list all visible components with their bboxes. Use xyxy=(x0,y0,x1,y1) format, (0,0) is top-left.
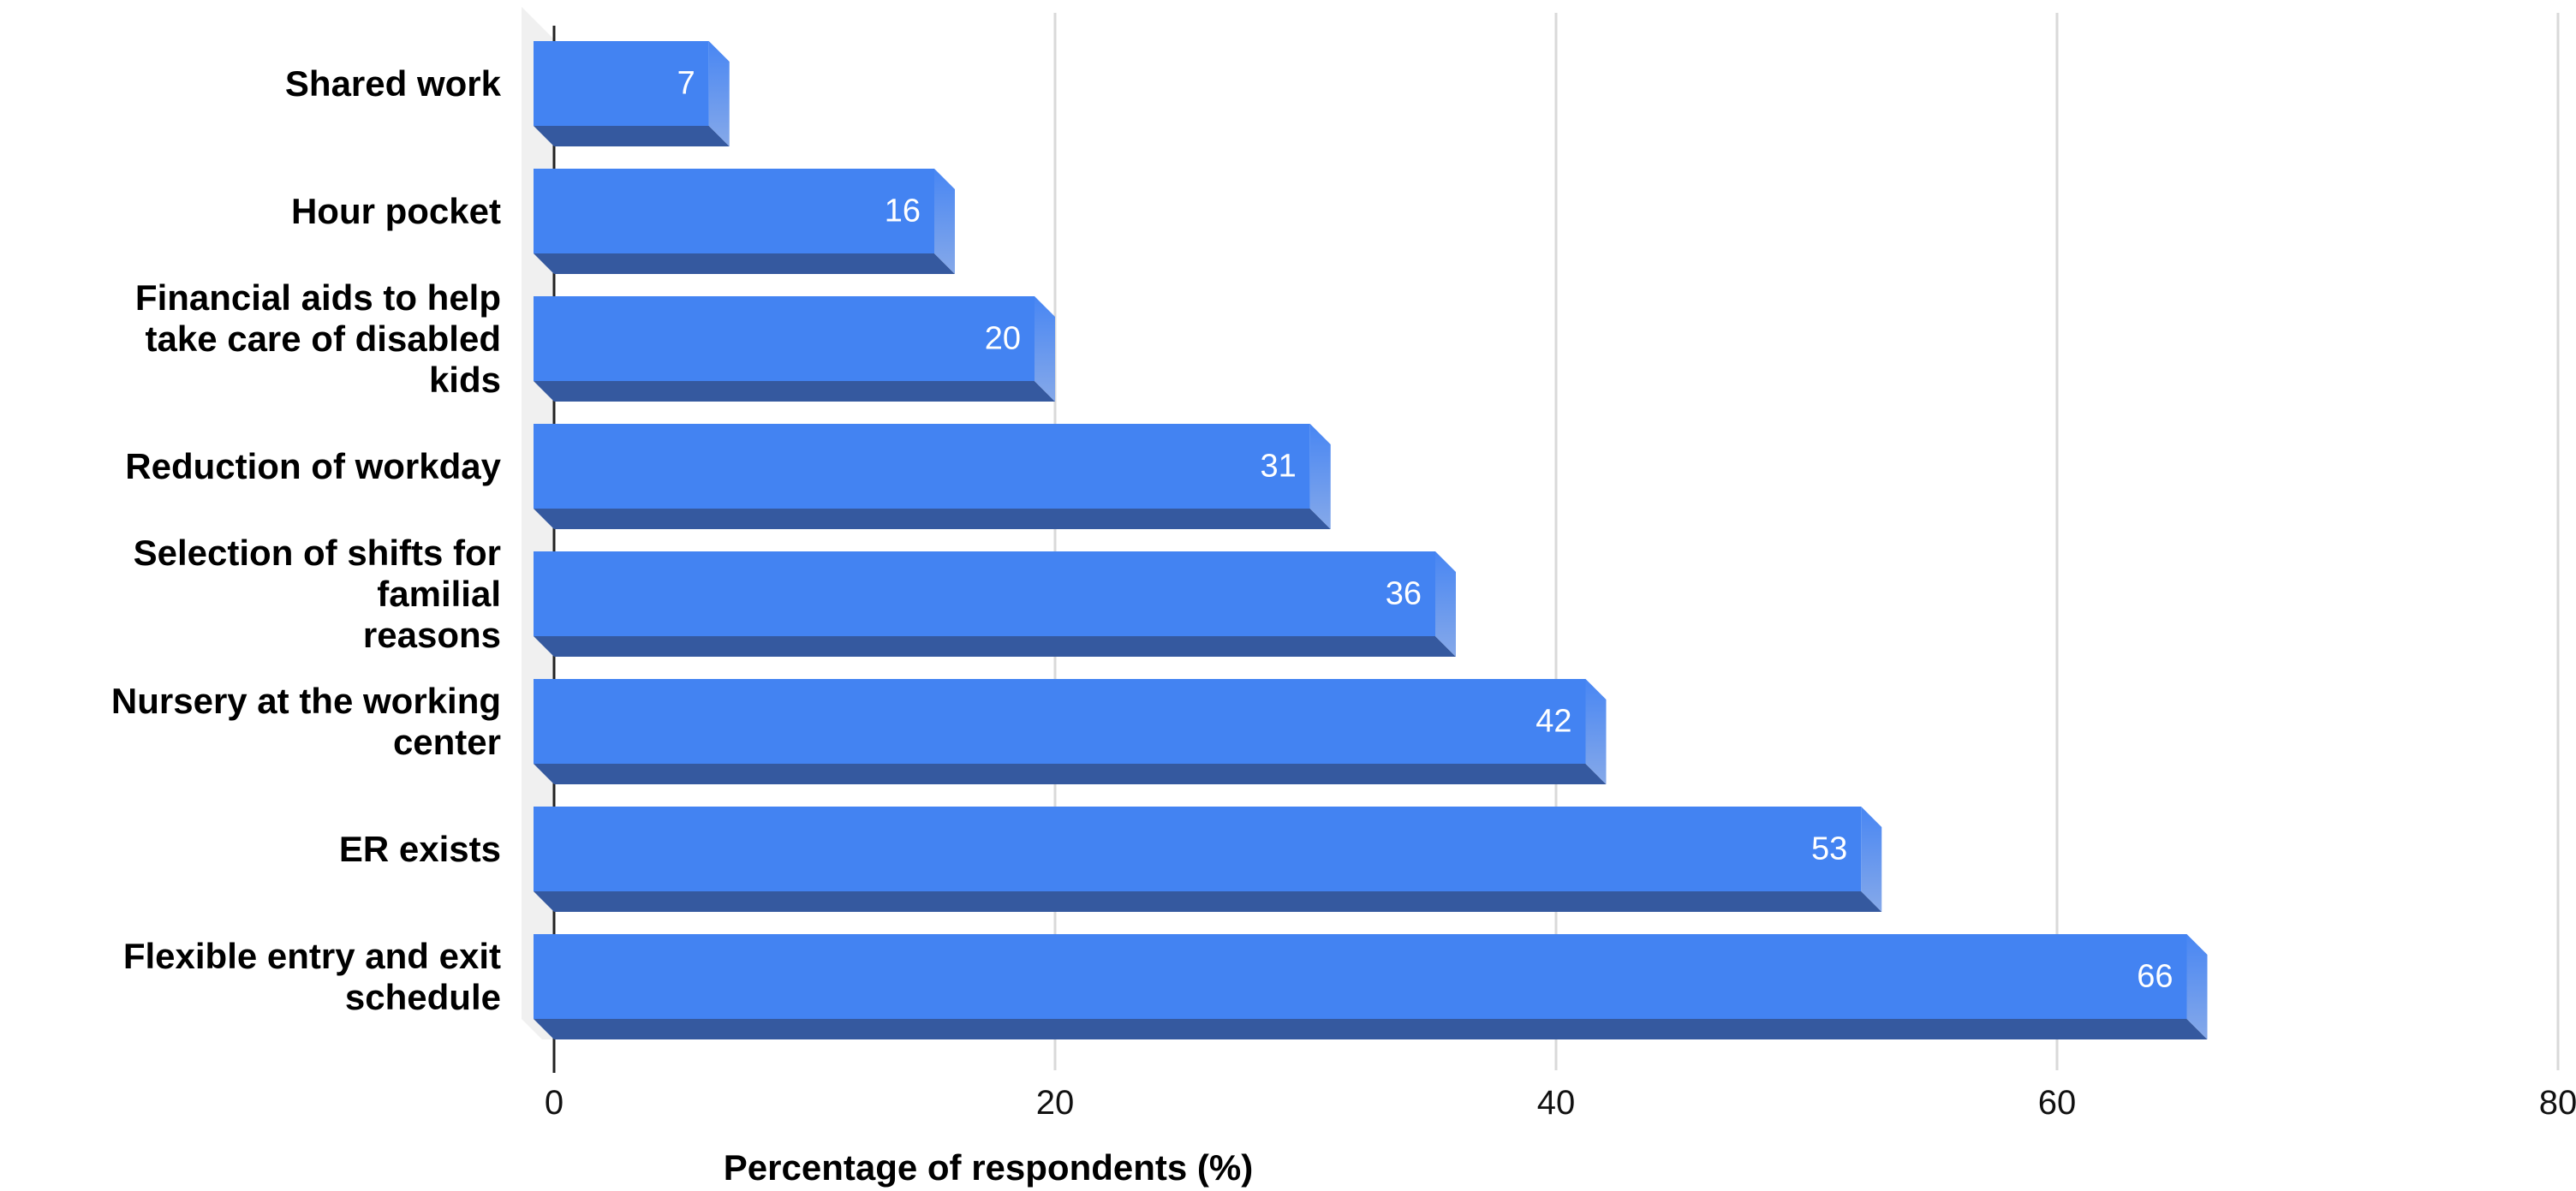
bar-front-face xyxy=(534,551,1435,636)
x-tick-label-80: 80 xyxy=(2538,1084,2576,1122)
category-label: Shared work xyxy=(284,63,501,104)
bar-end-cap xyxy=(1585,679,1607,784)
bar-end-cap xyxy=(1435,551,1456,657)
bar-value-label: 20 xyxy=(984,320,1021,356)
bar-front-face xyxy=(534,41,709,126)
bar-end-cap xyxy=(1035,296,1055,402)
x-tick-label-20: 20 xyxy=(1035,1084,1075,1122)
bar-value-label: 36 xyxy=(1385,575,1422,611)
bar-bottom-face xyxy=(534,126,730,146)
bar-front-face xyxy=(534,296,1035,381)
bar-bottom-face xyxy=(534,891,1882,912)
category-label: ER exists xyxy=(338,828,501,869)
bar-value-label: 66 xyxy=(2137,958,2174,994)
bar-bottom-face xyxy=(534,1019,2208,1039)
bar-bottom-face xyxy=(534,764,1607,784)
category-label: Reduction of workday xyxy=(125,445,501,486)
category-label: Selection of shifts for familial reasons xyxy=(133,532,501,655)
bar-end-cap xyxy=(1309,424,1331,529)
bar-front-face xyxy=(534,679,1586,764)
bar-value-label: 53 xyxy=(1810,831,1848,866)
bar-value-label: 42 xyxy=(1535,703,1572,739)
category-label: Financial aids to help take care of disa… xyxy=(134,277,501,400)
bar-front-face xyxy=(534,807,1862,891)
bar-value-label: 31 xyxy=(1260,448,1297,484)
bar-bottom-face xyxy=(534,509,1331,529)
category-label: Flexible entry and exit schedule xyxy=(122,935,501,1017)
bar-bottom-face xyxy=(534,253,955,274)
bar-end-cap xyxy=(1861,807,1882,912)
category-label: Hour pocket xyxy=(290,190,501,231)
bar-front-face xyxy=(534,934,2187,1019)
bar-front-face xyxy=(534,169,934,253)
x-axis-title: Percentage of respondents (%) xyxy=(723,1147,1254,1188)
bar-value-label: 7 xyxy=(677,65,695,101)
bar-bottom-face xyxy=(534,381,1055,402)
category-label: Nursery at the working center xyxy=(110,680,501,762)
x-tick-label-0: 0 xyxy=(544,1084,564,1122)
bar-end-cap xyxy=(934,169,955,274)
bar-end-cap xyxy=(708,41,730,146)
x-tick-label-60: 60 xyxy=(2037,1084,2077,1122)
bar-bottom-face xyxy=(534,636,1456,657)
bar-value-label: 16 xyxy=(884,193,921,229)
bar-end-cap xyxy=(2186,934,2208,1039)
bar-front-face xyxy=(534,424,1310,509)
x-tick-label-40: 40 xyxy=(1536,1084,1576,1122)
